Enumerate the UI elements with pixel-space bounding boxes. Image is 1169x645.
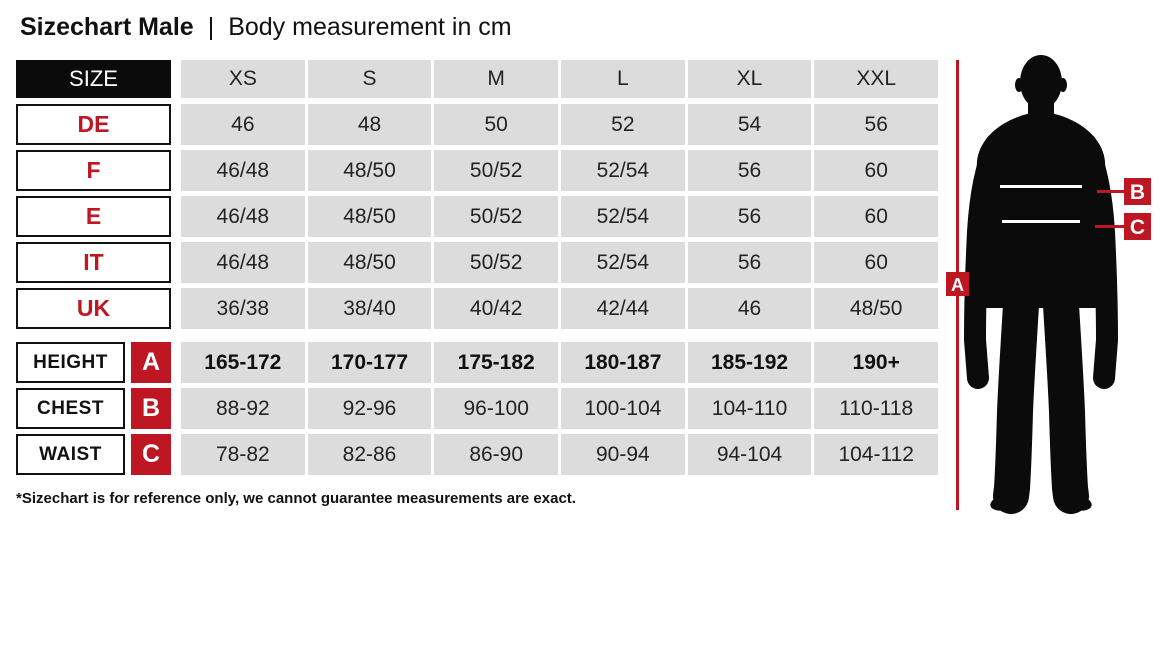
height-cell: 190+ bbox=[814, 342, 939, 383]
height-badge: A bbox=[946, 272, 969, 296]
male-silhouette-icon bbox=[963, 55, 1119, 514]
header-cell-xs: XS bbox=[181, 60, 305, 98]
table-row-de: DE 46 48 50 52 54 56 bbox=[16, 104, 939, 145]
height-badge-label: A bbox=[951, 275, 964, 295]
size-cell: 46 bbox=[181, 104, 305, 145]
size-cell: 50/52 bbox=[434, 196, 559, 237]
height-cell: 180-187 bbox=[561, 342, 685, 383]
size-cell: 50/52 bbox=[434, 242, 559, 283]
chest-cell: 92-96 bbox=[307, 388, 432, 429]
size-cell: 52 bbox=[561, 104, 685, 145]
page-title: Sizechart Male | Body measurement in cm bbox=[20, 13, 512, 42]
waist-cell: 104-112 bbox=[814, 434, 939, 475]
size-cell: 56 bbox=[687, 242, 812, 283]
height-cell: 175-182 bbox=[434, 342, 559, 383]
size-cell: 46 bbox=[687, 288, 812, 329]
size-cell: 48/50 bbox=[307, 196, 432, 237]
size-cell: 52/54 bbox=[561, 150, 685, 191]
chest-cell: 100-104 bbox=[561, 388, 685, 429]
size-cell: 46/48 bbox=[181, 150, 305, 191]
waist-badge-label: C bbox=[1130, 216, 1145, 239]
waist-cell: 94-104 bbox=[687, 434, 812, 475]
size-cell: 42/44 bbox=[561, 288, 685, 329]
size-cell: 52/54 bbox=[561, 242, 685, 283]
height-cell: 165-172 bbox=[181, 342, 305, 383]
title-separator: | bbox=[207, 13, 215, 41]
chest-cell: 88-92 bbox=[181, 388, 305, 429]
size-cell: 50/52 bbox=[434, 150, 559, 191]
waist-badge: C bbox=[1124, 213, 1151, 240]
header-cell-xl: XL bbox=[687, 60, 812, 98]
waist-cell: 86-90 bbox=[434, 434, 559, 475]
chest-badge-label: B bbox=[1130, 181, 1145, 204]
size-cell: 60 bbox=[814, 150, 939, 191]
chest-cell: 104-110 bbox=[687, 388, 812, 429]
header-cell-m: M bbox=[434, 60, 559, 98]
footnote: *Sizechart is for reference only, we can… bbox=[16, 490, 576, 507]
table-header-row: SIZE XS S M L XL XXL bbox=[16, 60, 939, 98]
size-cell: 46/48 bbox=[181, 242, 305, 283]
size-cell: 48/50 bbox=[307, 150, 432, 191]
waist-cell: 78-82 bbox=[181, 434, 305, 475]
height-cell: 185-192 bbox=[687, 342, 812, 383]
waist-cell: 90-94 bbox=[561, 434, 685, 475]
page-title-subtitle: Body measurement in cm bbox=[228, 13, 512, 41]
chest-measure-line bbox=[1000, 185, 1082, 188]
size-cell: 60 bbox=[814, 196, 939, 237]
body-measurement-figure: B C A bbox=[940, 50, 1169, 520]
row-label-uk: UK bbox=[16, 288, 171, 329]
row-label-f: F bbox=[16, 150, 171, 191]
row-label-it: IT bbox=[16, 242, 171, 283]
chest-cell: 110-118 bbox=[814, 388, 939, 429]
size-cell: 48 bbox=[307, 104, 432, 145]
page-title-main: Sizechart Male bbox=[20, 13, 194, 41]
size-cell: 60 bbox=[814, 242, 939, 283]
table-row-it: IT 46/48 48/50 50/52 52/54 56 60 bbox=[16, 242, 939, 283]
size-cell: 56 bbox=[687, 150, 812, 191]
size-cell: 56 bbox=[687, 196, 812, 237]
male-figure-svg: B C A bbox=[946, 55, 1151, 514]
size-cell: 52/54 bbox=[561, 196, 685, 237]
table-row-height: HEIGHT A 165-172 170-177 175-182 180-187… bbox=[16, 342, 939, 383]
chest-row-badge: B bbox=[131, 388, 171, 429]
size-cell: 46/48 bbox=[181, 196, 305, 237]
table-row-e: E 46/48 48/50 50/52 52/54 56 60 bbox=[16, 196, 939, 237]
table-row-f: F 46/48 48/50 50/52 52/54 56 60 bbox=[16, 150, 939, 191]
row-label-waist: WAIST bbox=[16, 434, 125, 475]
size-cell: 38/40 bbox=[307, 288, 432, 329]
header-cell-s: S bbox=[307, 60, 432, 98]
row-label-height: HEIGHT bbox=[16, 342, 125, 383]
header-cell-xxl: XXL bbox=[814, 60, 939, 98]
size-cell: 54 bbox=[687, 104, 812, 145]
size-cell: 48/50 bbox=[814, 288, 939, 329]
chest-badge: B bbox=[1124, 178, 1151, 205]
waist-cell: 82-86 bbox=[307, 434, 432, 475]
height-row-badge: A bbox=[131, 342, 171, 383]
header-cell-l: L bbox=[561, 60, 685, 98]
row-label-de: DE bbox=[16, 104, 171, 145]
chest-cell: 96-100 bbox=[434, 388, 559, 429]
waist-measure-line bbox=[1002, 220, 1080, 223]
waist-row-badge: C bbox=[131, 434, 171, 475]
size-cell: 40/42 bbox=[434, 288, 559, 329]
size-cell: 48/50 bbox=[307, 242, 432, 283]
size-cell: 56 bbox=[814, 104, 939, 145]
row-label-chest: CHEST bbox=[16, 388, 125, 429]
height-cell: 170-177 bbox=[307, 342, 432, 383]
table-row-waist: WAIST C 78-82 82-86 86-90 90-94 94-104 1… bbox=[16, 434, 939, 475]
size-table: SIZE XS S M L XL XXL DE 46 48 50 52 54 5… bbox=[16, 60, 939, 480]
row-label-e: E bbox=[16, 196, 171, 237]
size-cell: 36/38 bbox=[181, 288, 305, 329]
header-cell-size: SIZE bbox=[16, 60, 171, 98]
table-row-chest: CHEST B 88-92 92-96 96-100 100-104 104-1… bbox=[16, 388, 939, 429]
size-cell: 50 bbox=[434, 104, 559, 145]
table-row-uk: UK 36/38 38/40 40/42 42/44 46 48/50 bbox=[16, 288, 939, 329]
